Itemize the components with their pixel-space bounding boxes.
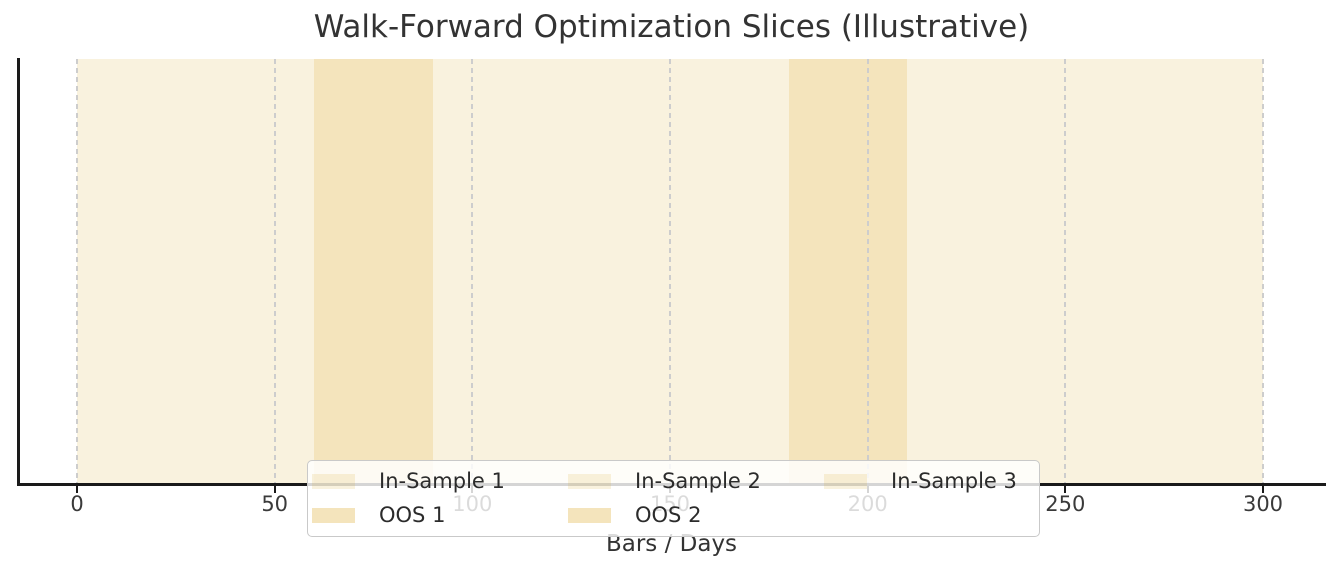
x-gridline bbox=[669, 59, 671, 483]
legend: In-Sample 1 OOS 1 In-Sample 2 OOS 2 In-Sampl… bbox=[307, 460, 1040, 537]
legend-swatch-oos bbox=[312, 507, 355, 523]
x-gridline bbox=[471, 59, 474, 483]
x-gridline bbox=[273, 59, 276, 483]
legend-grid: In-Sample 1 OOS 1 In-Sample 2 OOS 2 In-Sampl… bbox=[312, 464, 1039, 532]
legend-label: In-Sample 1 bbox=[379, 469, 505, 493]
axvspan-in_sample-region bbox=[432, 59, 789, 483]
x-tick-label: 300 bbox=[1242, 492, 1284, 516]
axvspan-in_sample-region bbox=[77, 59, 315, 483]
x-tick-label: 0 bbox=[70, 492, 84, 516]
x-tick-mark bbox=[76, 486, 78, 493]
x-tick-mark bbox=[1262, 486, 1264, 493]
x-tick-label: 50 bbox=[261, 492, 289, 516]
legend-item: In-Sample 3 bbox=[824, 469, 1039, 493]
x-tick-label: 250 bbox=[1045, 492, 1086, 516]
x-gridline bbox=[1262, 59, 1264, 483]
legend-item: In-Sample 2 bbox=[568, 469, 824, 493]
legend-swatch-in_sample bbox=[312, 473, 355, 489]
x-gridline bbox=[1064, 59, 1067, 483]
legend-item: OOS 2 bbox=[568, 503, 824, 527]
y-axis-spine bbox=[17, 58, 20, 486]
legend-swatch-oos bbox=[568, 507, 611, 523]
x-gridline bbox=[76, 59, 78, 483]
x-tick-mark bbox=[273, 486, 276, 493]
legend-label: In-Sample 3 bbox=[891, 469, 1017, 493]
x-tick-mark bbox=[1064, 486, 1067, 493]
legend-swatch-in_sample bbox=[568, 473, 611, 489]
axvspan-in_sample-region bbox=[907, 59, 1263, 483]
chart-title: Walk-Forward Optimization Slices (Illust… bbox=[313, 9, 1030, 45]
legend-label: OOS 2 bbox=[635, 503, 702, 527]
legend-item: In-Sample 1 bbox=[312, 469, 568, 493]
axvspan-oos-region bbox=[314, 59, 433, 483]
x-gridline bbox=[866, 59, 869, 483]
axvspan-oos-region bbox=[788, 59, 908, 483]
legend-swatch-in_sample bbox=[824, 473, 867, 489]
legend-label: In-Sample 2 bbox=[635, 469, 761, 493]
legend-item: OOS 1 bbox=[312, 503, 568, 527]
legend-label: OOS 1 bbox=[379, 503, 446, 527]
